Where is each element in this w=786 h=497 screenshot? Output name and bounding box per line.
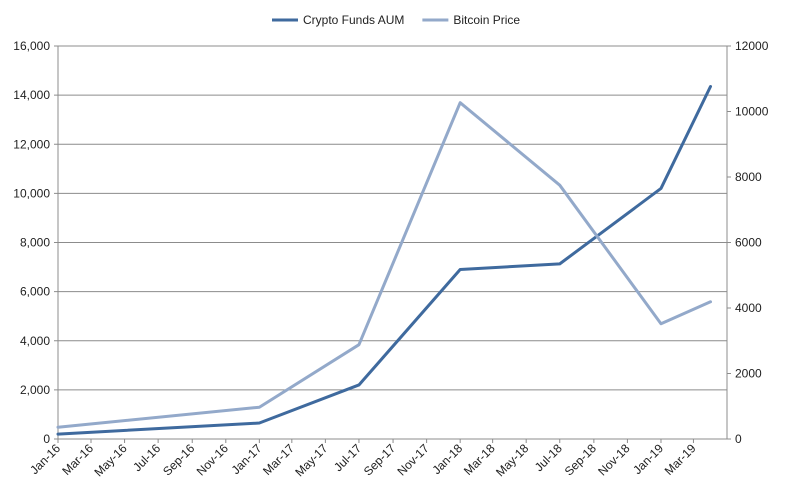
- x-tick-label: Jul-18: [532, 441, 565, 474]
- y-axis-right-ticks: 0 2000 4000 6000 8000 10000 12000: [727, 39, 769, 446]
- y-left-tick-label: 4,000: [20, 334, 50, 348]
- x-tick-label: May-16: [91, 441, 129, 479]
- y-left-tick-label: 0: [43, 432, 50, 446]
- series-lines: [56, 85, 712, 436]
- y-left-tick-label: 12,000: [13, 137, 50, 151]
- x-tick-label: May-18: [493, 441, 531, 479]
- x-tick-label: Jan-17: [229, 441, 265, 477]
- x-tick-label: Sep-18: [562, 441, 599, 478]
- legend-label-series-2: Bitcoin Price: [453, 13, 520, 27]
- y-left-tick-label: 8,000: [20, 236, 50, 250]
- x-tick-label: Nov-16: [194, 441, 231, 478]
- x-tick-label: Jul-17: [331, 441, 364, 474]
- series-line-2: [56, 101, 712, 429]
- x-tick-label: Nov-17: [394, 441, 431, 478]
- x-tick-label: May-17: [292, 441, 330, 479]
- y-left-tick-label: 16,000: [13, 39, 50, 53]
- y-right-tick-label: 10000: [735, 105, 769, 119]
- x-tick-label: Sep-16: [160, 441, 197, 478]
- y-right-tick-label: 12000: [735, 39, 769, 53]
- x-tick-label: Mar-17: [260, 441, 297, 478]
- legend-label-series-1: Crypto Funds AUM: [303, 13, 404, 27]
- y-right-tick-label: 8000: [735, 170, 762, 184]
- legend: Crypto Funds AUM Bitcoin Price: [272, 13, 520, 27]
- x-tick-label: Jan-19: [630, 441, 666, 477]
- gridlines: [58, 45, 727, 440]
- x-tick-label: Jan-18: [429, 441, 465, 477]
- series-line-1: [56, 85, 712, 436]
- y-right-tick-label: 0: [735, 432, 742, 446]
- x-tick-label: Sep-17: [361, 441, 398, 478]
- y-right-tick-label: 2000: [735, 367, 762, 381]
- y-left-tick-label: 6,000: [20, 285, 50, 299]
- x-tick-label: Jan-16: [27, 441, 63, 477]
- y-left-tick-label: 10,000: [13, 186, 50, 200]
- y-right-tick-label: 4000: [735, 301, 762, 315]
- x-tick-label: Mar-19: [662, 441, 699, 478]
- x-tick-label: Nov-18: [595, 441, 632, 478]
- x-tick-label: Mar-18: [461, 441, 498, 478]
- y-axis-left-ticks: 0 2,000 4,000 6,000 8,000 10,000 12,000 14,000 1…: [13, 39, 58, 446]
- x-tick-label: Jul-16: [130, 441, 163, 474]
- y-left-tick-label: 2,000: [20, 383, 50, 397]
- x-tick-label: Mar-16: [59, 441, 96, 478]
- y-right-tick-label: 6000: [735, 236, 762, 250]
- y-left-tick-label: 14,000: [13, 88, 50, 102]
